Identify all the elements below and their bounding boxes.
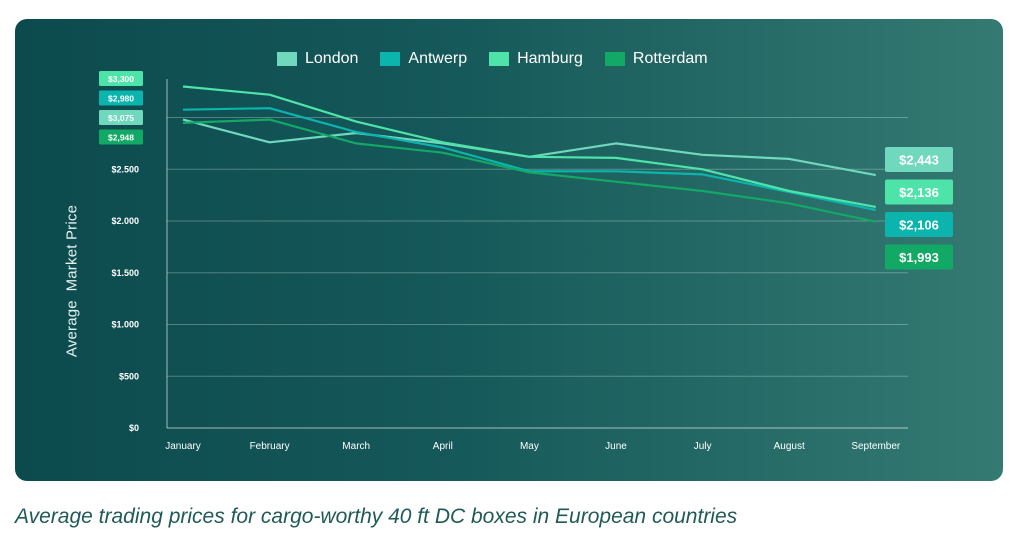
legend-swatch-antwerp [380, 52, 401, 66]
legend-label-antwerp: Antwerp [408, 50, 468, 67]
y-tick-label: $2.500 [111, 164, 139, 174]
series-line-hamburg [182, 85, 876, 208]
series-line-london [182, 118, 877, 177]
legend-label-hamburg: Hamburg [517, 50, 583, 67]
start-label-box-hamburg [99, 71, 143, 86]
start-label-london: $3,075 [108, 113, 134, 123]
legend-item-hamburg: Hamburg [489, 50, 583, 68]
x-tick-label: August [774, 441, 805, 452]
legend: London Antwerp Hamburg Rotterdam [277, 50, 708, 68]
x-tick-label: February [250, 441, 290, 452]
end-label-london: $2,443 [899, 153, 939, 168]
end-label-rotterdam: $1,993 [899, 250, 939, 265]
series-line-rotterdam [182, 118, 877, 223]
y-tick-label: $1.000 [111, 320, 139, 330]
x-tick-label: July [694, 441, 712, 452]
legend-swatch-london [277, 52, 297, 66]
end-label-box-hamburg [885, 179, 953, 205]
start-label-box-rotterdam [99, 129, 143, 145]
start-label-hamburg: $3,300 [108, 74, 134, 84]
y-tick-label: $500 [119, 371, 139, 381]
y-axis-title: Average Market Price [63, 204, 81, 358]
start-label-box-antwerp [99, 90, 143, 106]
legend-item-antwerp: Antwerp [380, 50, 467, 68]
start-label-box-london [99, 110, 143, 125]
start-label-antwerp: $2,980 [108, 94, 134, 104]
y-tick-label: $2.000 [111, 216, 139, 226]
y-tick-label: $0 [129, 423, 139, 433]
x-tick-label: April [433, 441, 453, 452]
y-tick-label: $1.500 [111, 268, 139, 278]
legend-label-london: London [305, 50, 359, 67]
chart-caption: Average trading prices for cargo-worthy … [15, 505, 738, 528]
start-label-rotterdam: $2,948 [108, 133, 134, 143]
legend-swatch-hamburg [489, 52, 510, 66]
x-tick-label: May [520, 441, 539, 452]
end-label-antwerp: $2,106 [899, 218, 939, 233]
x-tick-label: September [851, 441, 901, 452]
x-tick-label: June [605, 441, 627, 452]
end-label-box-london [885, 147, 953, 172]
x-tick-label: March [342, 441, 370, 452]
x-tick-label: January [165, 441, 201, 452]
chart-card: $0 $500 $1.000 $1.500 $2.000 $2.500 January Feb… [15, 19, 1003, 481]
legend-swatch-rotterdam [604, 52, 625, 66]
line-chart: $0 $500 $1.000 $1.500 $2.000 $2.500 January Feb… [99, 71, 953, 452]
legend-label-rotterdam: Rotterdam [632, 50, 708, 67]
end-label-box-rotterdam [885, 244, 953, 270]
legend-item-rotterdam: Rotterdam [604, 50, 708, 68]
end-label-box-antwerp [885, 212, 953, 237]
legend-item-london: London [277, 50, 358, 68]
end-label-hamburg: $2,136 [899, 185, 939, 200]
